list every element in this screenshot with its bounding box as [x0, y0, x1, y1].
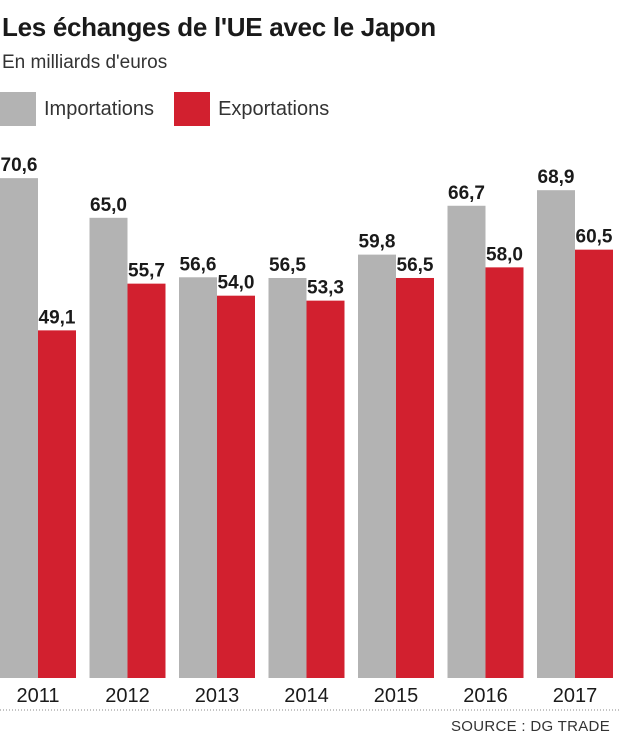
data-label-exportations-2012: 55,7 [128, 261, 165, 282]
bar-importations-2015 [358, 254, 396, 678]
bar-exportations-2012 [127, 283, 166, 678]
bar-importations-2014 [268, 277, 307, 678]
x-tick-label-2014: 2014 [284, 685, 329, 707]
legend-item-exportations: Exportations [174, 92, 329, 126]
x-tick-label-2013: 2013 [195, 685, 240, 707]
bar-exportations-2011 [38, 330, 76, 678]
x-tick-label-2011: 2011 [16, 685, 59, 707]
legend-swatch-importations [0, 92, 36, 126]
bar-importations-2016 [447, 205, 486, 679]
bar-exportations-2014 [306, 300, 345, 678]
bar-exportations-2017 [575, 249, 613, 678]
bar-exportations-2015 [396, 277, 434, 678]
data-label-importations-2013: 56,6 [180, 254, 217, 275]
x-tick-label-2016: 2016 [463, 685, 508, 707]
data-label-exportations-2011: 49,1 [39, 307, 76, 328]
chart-legend: Importations Exportations [0, 92, 349, 126]
bar-importations-2017 [537, 190, 575, 679]
data-label-importations-2017: 68,9 [538, 167, 575, 188]
legend-item-importations: Importations [0, 92, 154, 126]
chart-subtitle: En milliards d'euros [2, 52, 168, 73]
x-tick-label-2015: 2015 [374, 685, 419, 707]
data-label-exportations-2014: 53,3 [307, 278, 344, 299]
bar-importations-2011 [0, 178, 38, 679]
chart-title: Les échanges de l'UE avec le Japon [2, 12, 436, 42]
data-label-importations-2014: 56,5 [269, 255, 306, 276]
data-label-importations-2016: 66,7 [448, 183, 485, 204]
legend-swatch-exportations [174, 92, 211, 126]
x-tick-label-2012: 2012 [105, 685, 150, 707]
legend-label-exportations: Exportations [218, 97, 330, 120]
data-label-importations-2015: 59,8 [359, 232, 396, 253]
source-note: SOURCE : DG TRADE [450, 718, 610, 735]
data-label-importations-2011: 70,6 [1, 155, 38, 176]
data-label-importations-2012: 65,0 [90, 195, 127, 216]
data-label-exportations-2016: 58,0 [486, 244, 523, 265]
x-tick-label-2017: 2017 [553, 685, 598, 707]
bar-exportations-2013 [217, 295, 255, 678]
legend-label-importations: Importations [44, 97, 155, 120]
bar-importations-2012 [89, 217, 128, 679]
data-label-exportations-2017: 60,5 [576, 227, 613, 248]
data-label-exportations-2015: 56,5 [397, 255, 434, 276]
bar-exportations-2016 [485, 267, 524, 678]
bar-importations-2013 [179, 277, 217, 678]
data-label-exportations-2013: 54,0 [218, 273, 255, 294]
